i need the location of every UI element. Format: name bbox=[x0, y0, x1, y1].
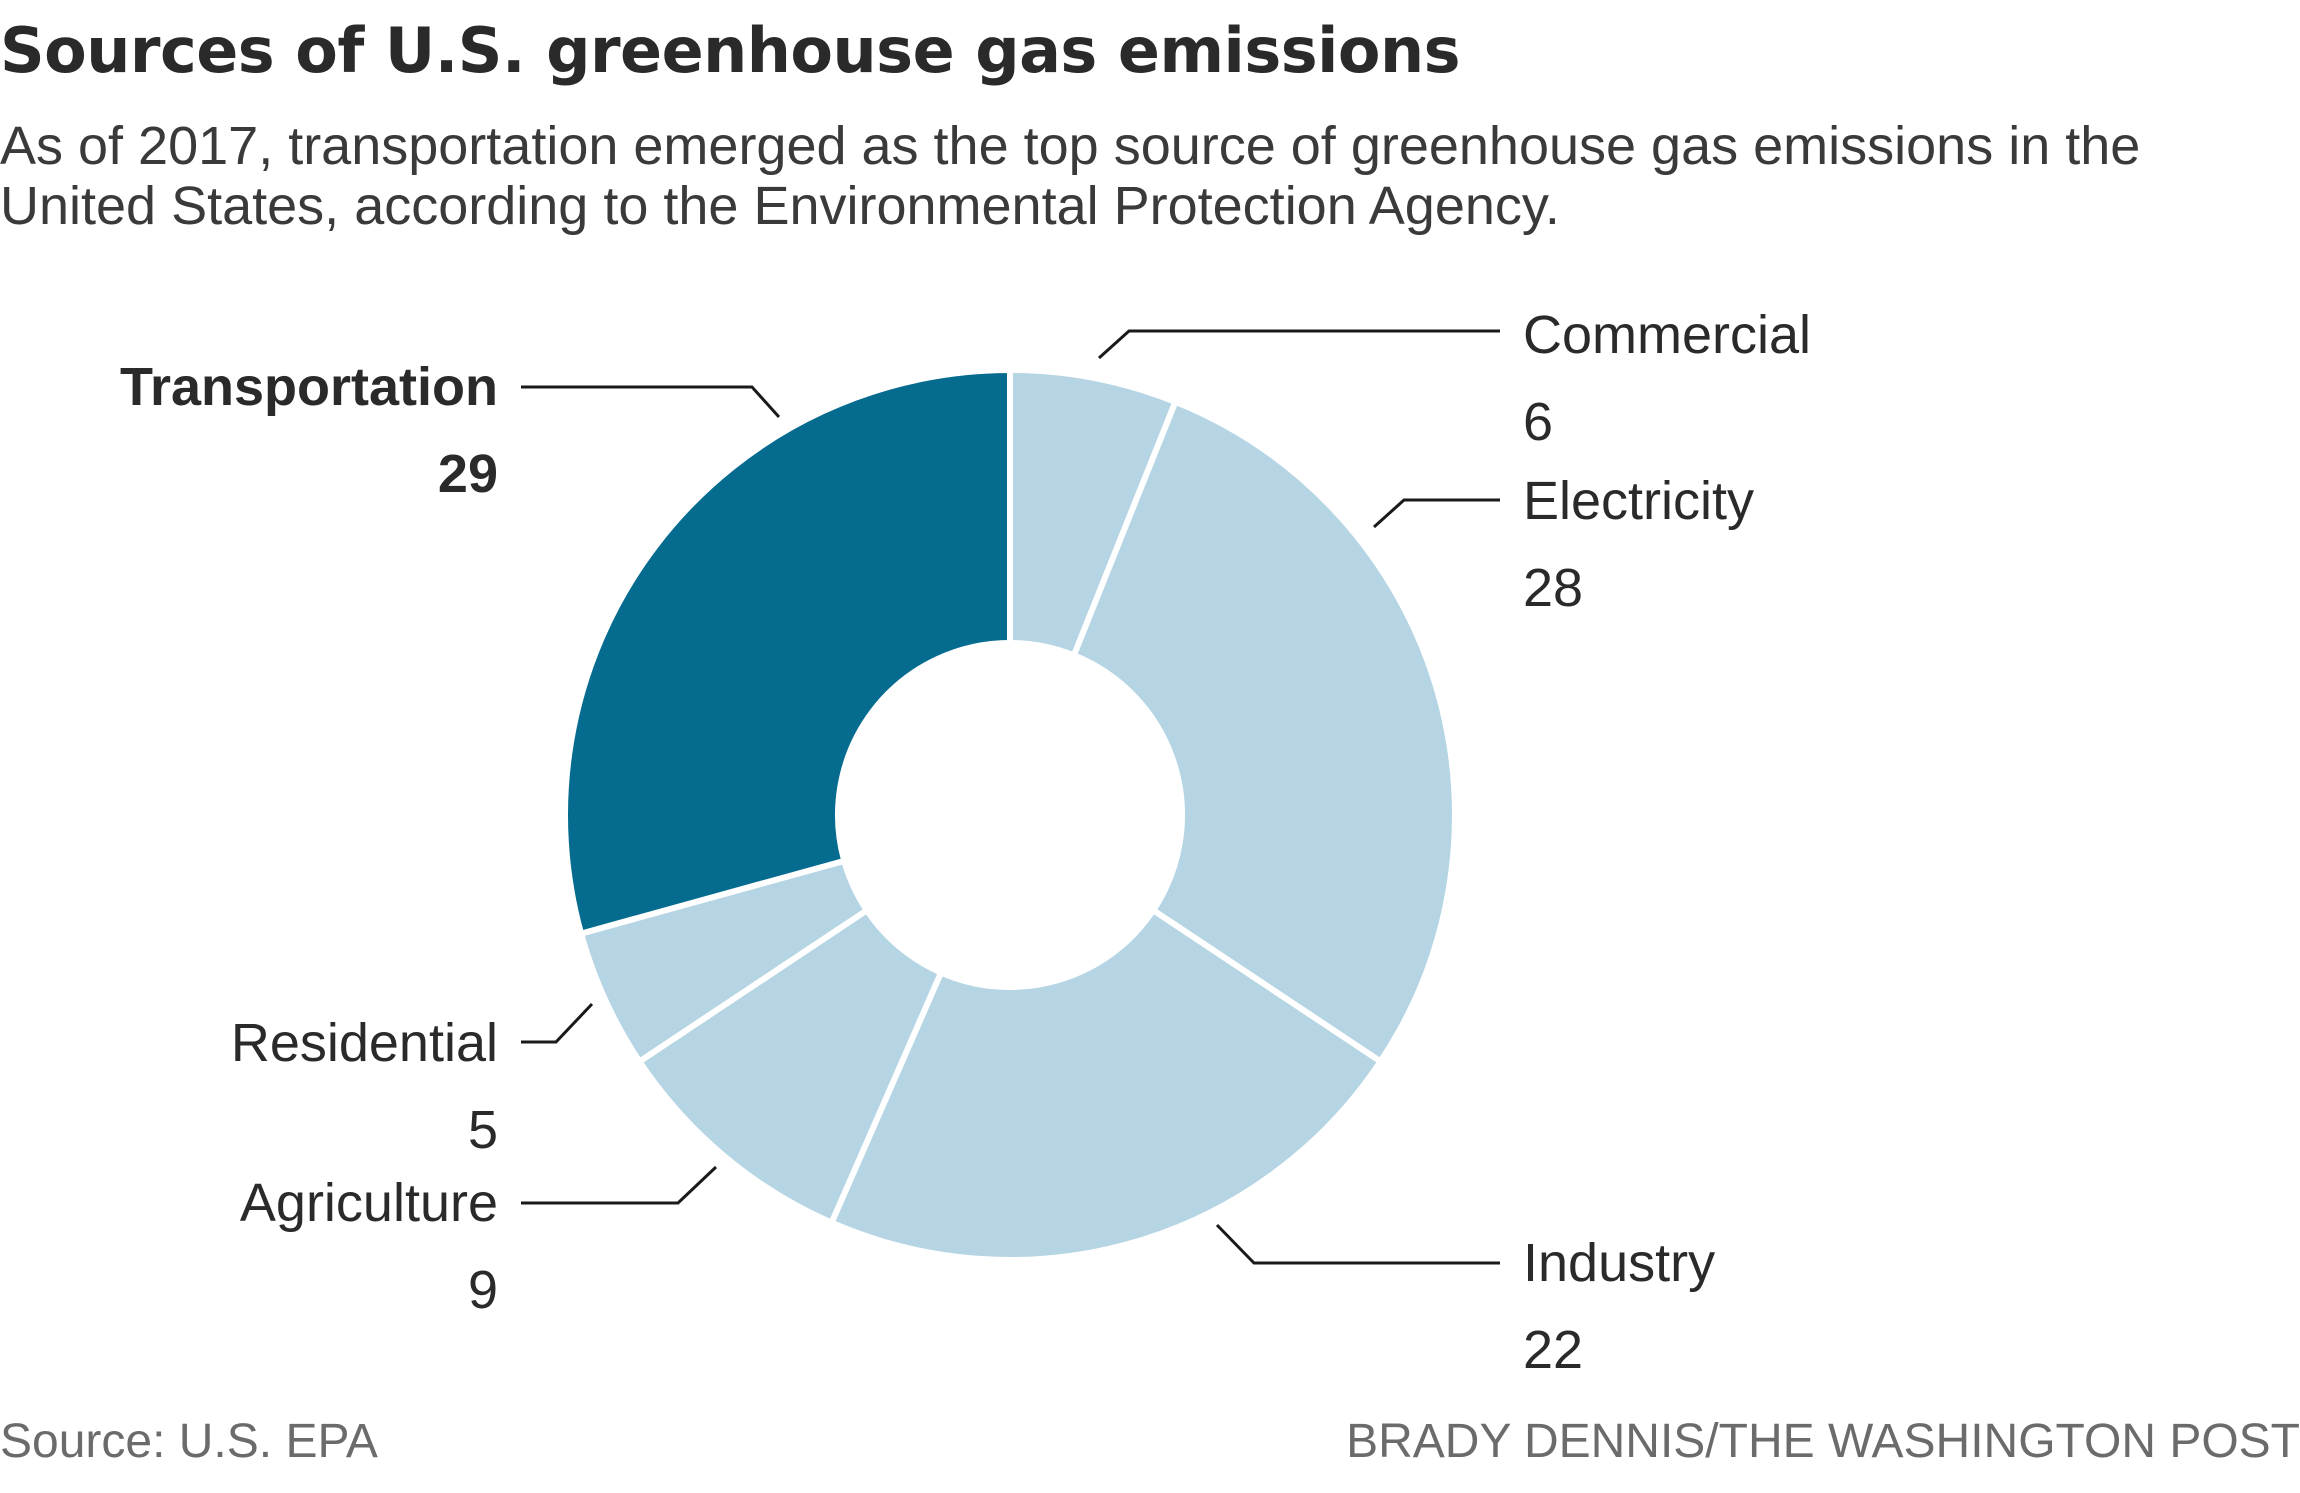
leader-line-agriculture bbox=[521, 1165, 718, 1205]
label-leaders bbox=[521, 329, 1500, 1265]
slice-label-electricity: Electricity bbox=[1523, 471, 1754, 531]
leader-line-commercial bbox=[1097, 329, 1500, 360]
credit-line: BRADY DENNIS/THE WASHINGTON POST bbox=[1346, 1415, 2300, 1468]
slice-value-residential: 5 bbox=[468, 1100, 498, 1160]
chart-title: Sources of U.S. greenhouse gas emissions bbox=[0, 14, 1461, 87]
leader-line-electricity bbox=[1372, 498, 1500, 529]
slice-label-industry: Industry bbox=[1523, 1233, 1715, 1293]
slice-value-transportation: 29 bbox=[438, 444, 498, 504]
slice-value-electricity: 28 bbox=[1523, 558, 1583, 618]
slice-value-industry: 22 bbox=[1523, 1320, 1583, 1380]
slice-electricity bbox=[1070, 398, 1458, 1065]
slice-label-commercial: Commercial bbox=[1523, 305, 1811, 365]
slice-industry bbox=[828, 907, 1384, 1263]
slice-value-agriculture: 9 bbox=[468, 1260, 498, 1320]
leader-line-industry bbox=[1215, 1223, 1500, 1265]
source-note: Source: U.S. EPA bbox=[0, 1415, 378, 1468]
slice-agriculture bbox=[636, 907, 945, 1226]
donut-slices bbox=[562, 367, 1458, 1263]
slice-value-commercial: 6 bbox=[1523, 392, 1553, 452]
leader-line-residential bbox=[521, 1002, 594, 1044]
slice-transportation bbox=[562, 367, 1013, 937]
slice-label-residential: Residential bbox=[231, 1013, 498, 1073]
leader-line-transportation bbox=[521, 385, 781, 419]
chart-subtitle: As of 2017, transportation emerged as th… bbox=[0, 116, 2141, 236]
slice-label-transportation: Transportation bbox=[120, 357, 498, 417]
slice-labels: Commercial 6 Electricity 28 Industry 22 Agricu… bbox=[120, 305, 1811, 1380]
slice-label-agriculture: Agriculture bbox=[240, 1173, 498, 1233]
